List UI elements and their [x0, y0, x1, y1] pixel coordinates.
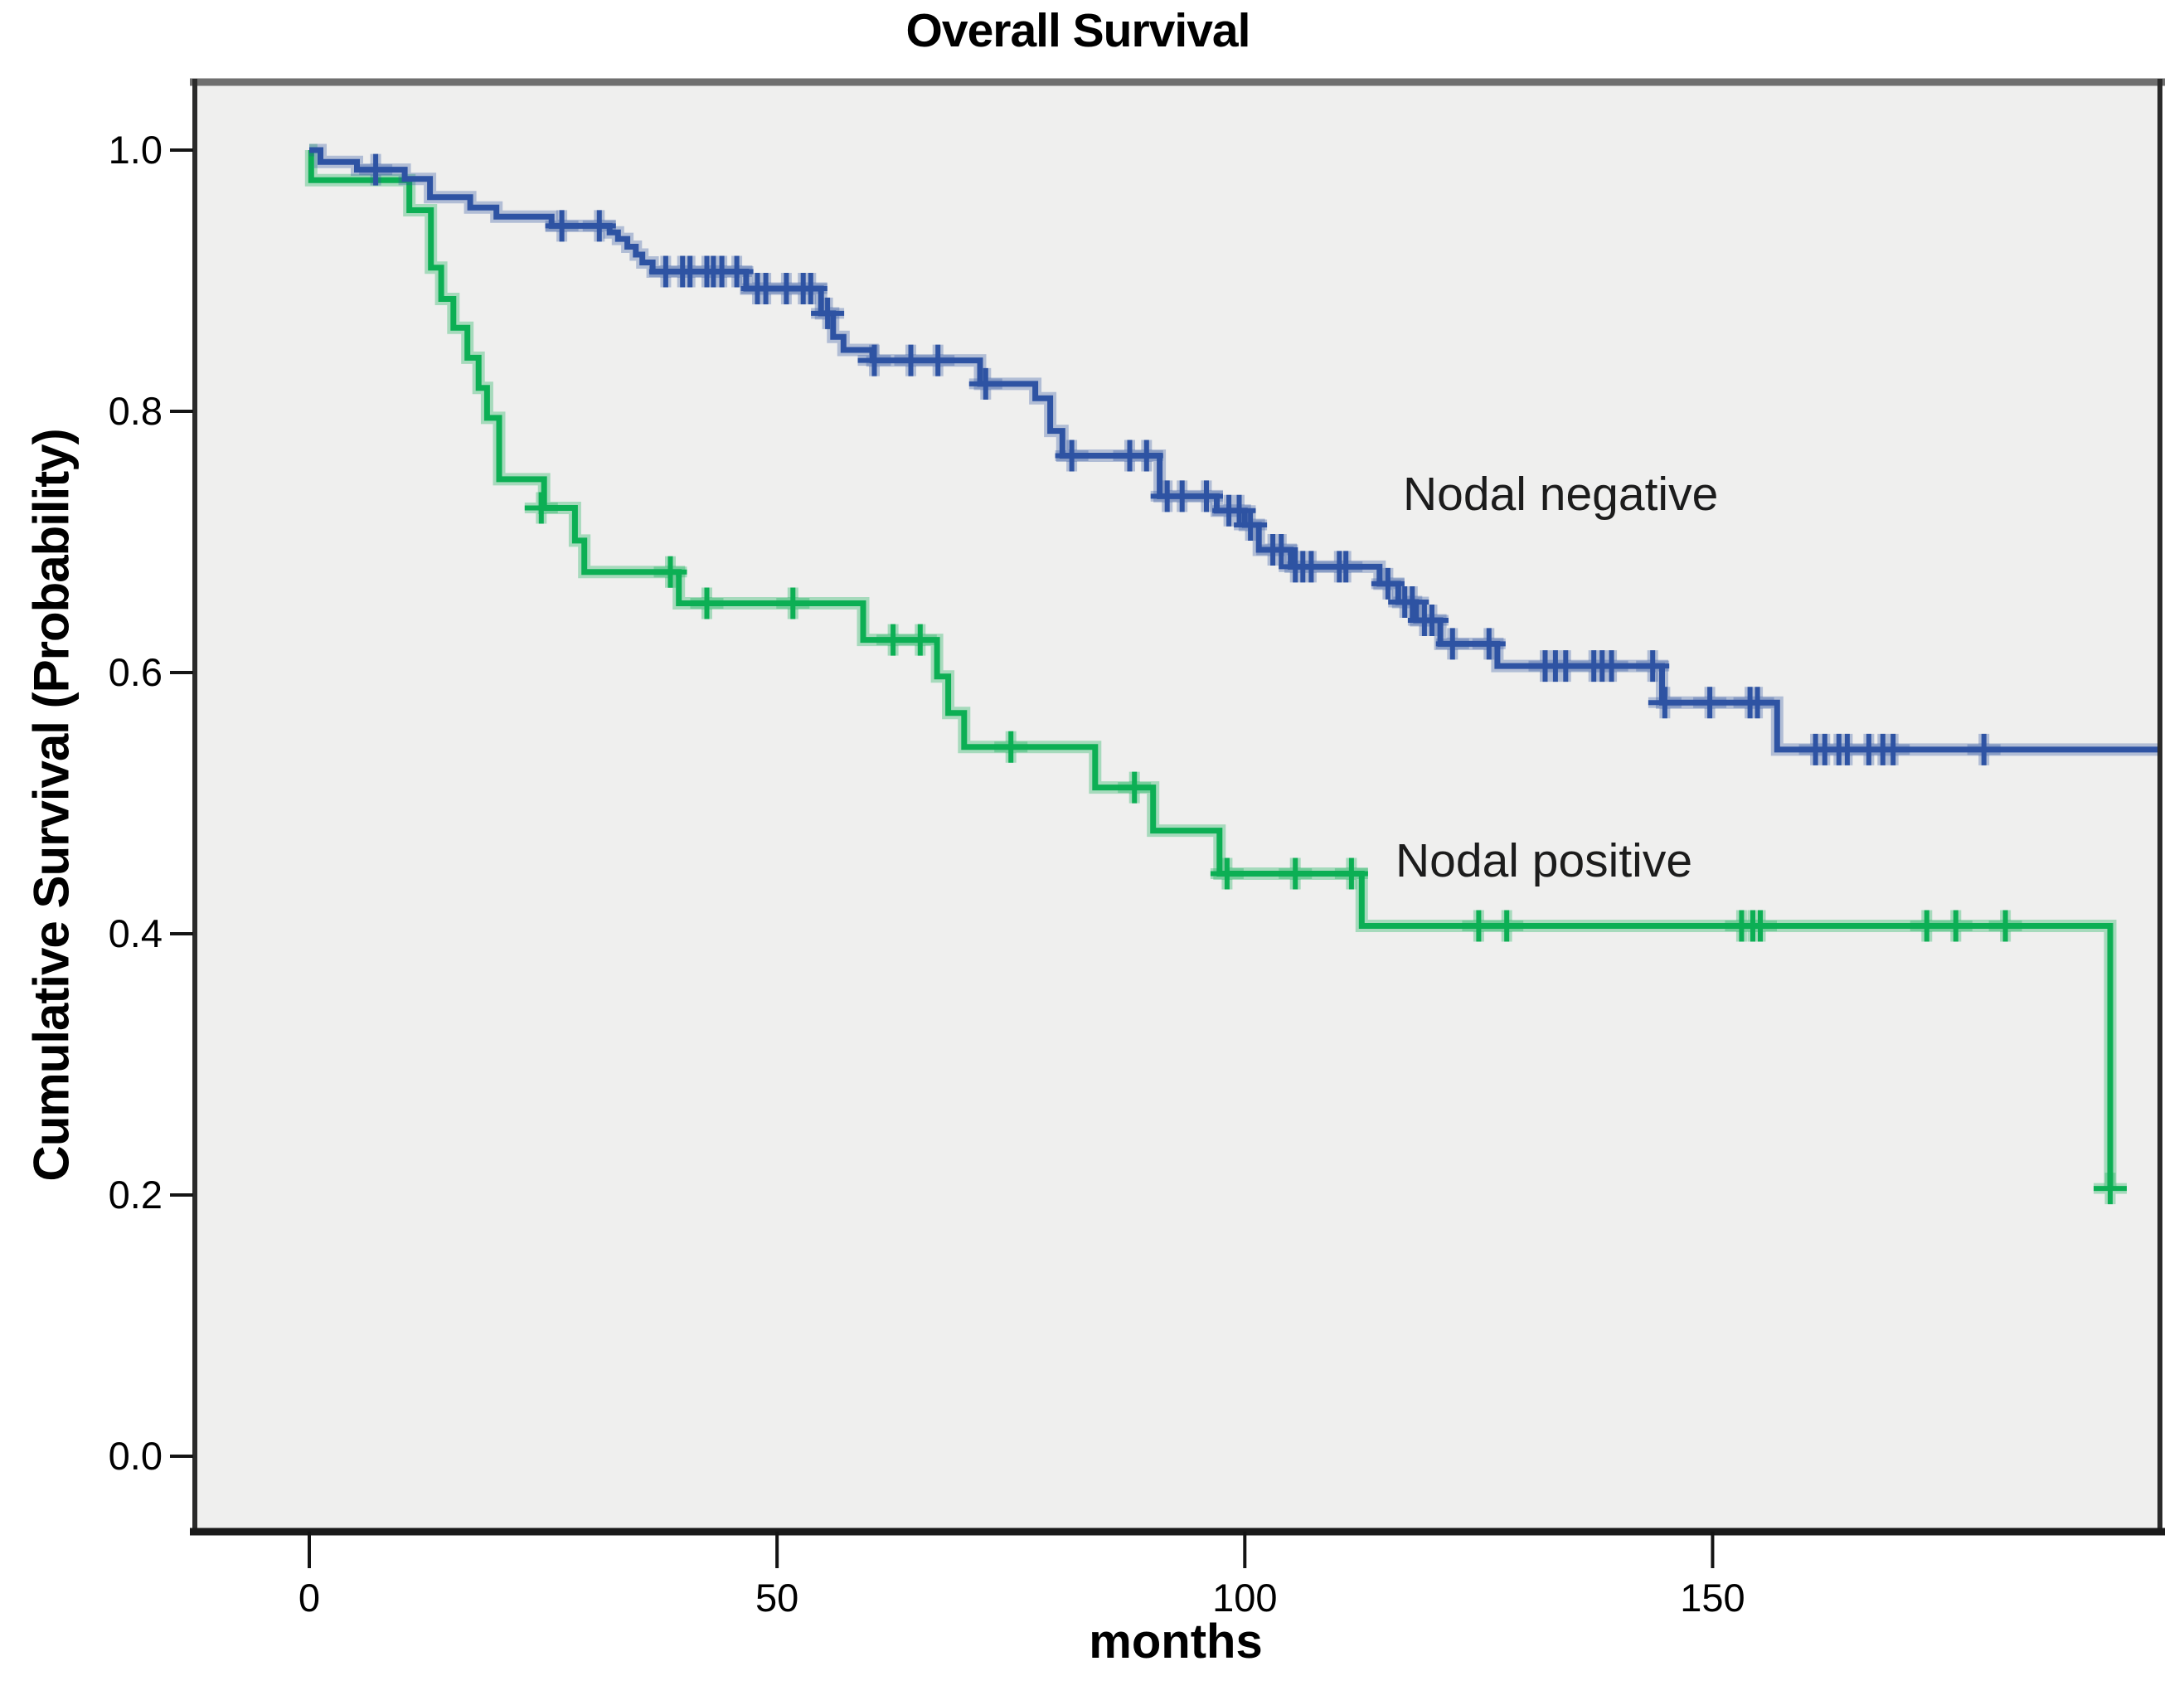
x-tick-label: 150 — [1680, 1576, 1745, 1620]
y-tick-label: 0.0 — [108, 1434, 163, 1478]
annotation-nodal-positive: Nodal positive — [1395, 834, 1693, 887]
plot-background — [193, 79, 2162, 1532]
y-axis-title: Cumulative Survival (Probability) — [23, 429, 80, 1182]
y-tick-label: 1.0 — [108, 128, 163, 172]
x-tick-label: 50 — [755, 1576, 799, 1620]
survival-curve-nodal-negative — [309, 147, 2162, 753]
y-tick-label: 0.8 — [108, 389, 163, 433]
y-tick-label: 0.4 — [108, 911, 163, 955]
censor-marks-nodal-negative — [359, 153, 2001, 765]
annotation-nodal-negative: Nodal negative — [1403, 468, 1719, 521]
x-tick-label: 100 — [1212, 1576, 1278, 1620]
y-tick-label: 0.6 — [108, 650, 163, 694]
x-tick-label: 0 — [298, 1576, 321, 1620]
y-tick-label: 0.2 — [108, 1173, 163, 1217]
chart-title: Overall Survival — [905, 4, 1251, 57]
censor-marks-nodal-positive — [524, 492, 2127, 1205]
x-axis-title: months — [1089, 1615, 1263, 1669]
